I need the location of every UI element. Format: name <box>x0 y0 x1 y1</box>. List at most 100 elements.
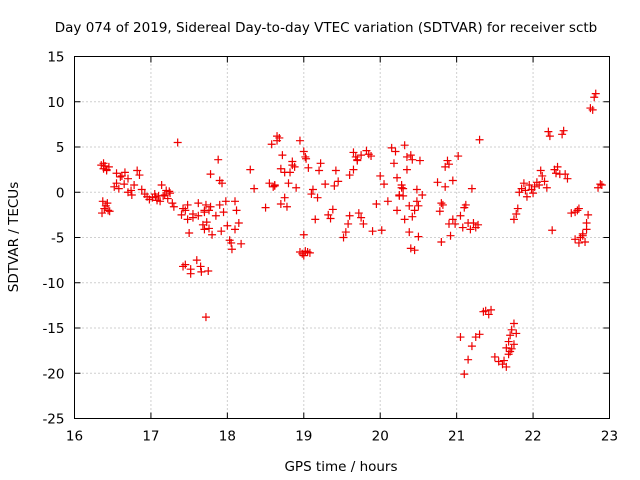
data-point <box>163 194 172 203</box>
data-point <box>567 209 576 218</box>
data-point <box>200 225 209 234</box>
data-point <box>451 219 460 228</box>
data-point <box>98 197 107 206</box>
y-tick-label: 5 <box>56 140 65 156</box>
data-point <box>331 166 340 175</box>
data-point <box>412 185 421 194</box>
data-point <box>596 180 605 189</box>
data-point <box>349 148 358 157</box>
data-point <box>100 204 109 213</box>
data-point <box>445 160 453 169</box>
data-point <box>98 209 107 218</box>
data-point <box>538 171 547 180</box>
data-point <box>273 132 282 141</box>
data-point <box>502 362 511 371</box>
y-tick-label: -5 <box>51 231 64 247</box>
data-point <box>200 208 209 217</box>
data-point <box>276 200 285 209</box>
x-tick-label: 23 <box>601 429 618 445</box>
data-point <box>591 89 600 98</box>
y-tick-label: -10 <box>42 276 64 292</box>
data-point <box>301 152 310 161</box>
data-point <box>133 166 142 175</box>
data-point <box>112 169 121 178</box>
data-point <box>183 200 192 209</box>
data-point <box>219 208 228 217</box>
data-point <box>406 244 415 253</box>
data-point <box>276 164 285 173</box>
data-point <box>395 190 404 199</box>
data-point <box>552 169 560 178</box>
data-point <box>299 230 308 239</box>
data-point <box>504 337 513 346</box>
data-point <box>194 211 203 220</box>
y-tick-label: 0 <box>56 185 65 201</box>
data-point <box>354 209 363 218</box>
data-point <box>535 181 544 190</box>
data-point <box>344 219 353 228</box>
data-point <box>326 214 335 223</box>
x-tick-label: 19 <box>295 429 312 445</box>
chart-title: Day 074 of 2019, Sidereal Day-to-day VTE… <box>55 20 598 36</box>
data-point <box>500 356 509 365</box>
data-point <box>311 215 320 224</box>
data-point <box>192 256 201 265</box>
data-point <box>484 310 493 319</box>
data-point <box>181 260 190 269</box>
data-point <box>265 179 274 188</box>
data-point <box>383 197 392 206</box>
data-point <box>474 220 483 229</box>
data-point <box>559 126 568 135</box>
data-point <box>246 165 255 174</box>
data-point <box>456 333 465 342</box>
y-tick-labels: -25 -20 -15 -10 -5 0 5 10 15 <box>42 50 64 428</box>
data-point <box>581 238 590 247</box>
data-point <box>232 206 241 215</box>
data-point <box>349 165 358 174</box>
y-tick-label: -15 <box>42 321 64 337</box>
data-point <box>509 340 518 349</box>
data-point <box>280 193 289 202</box>
data-points <box>97 89 606 379</box>
data-point <box>525 181 534 190</box>
data-point <box>208 230 217 239</box>
data-point <box>120 168 129 177</box>
data-point <box>282 202 291 211</box>
data-point <box>227 245 236 254</box>
data-point <box>270 181 279 190</box>
data-point <box>359 219 368 228</box>
data-point <box>558 130 567 139</box>
data-point <box>397 183 406 192</box>
data-point <box>102 166 111 175</box>
x-tick-label: 21 <box>448 429 465 445</box>
data-point <box>368 227 377 236</box>
data-point <box>438 200 447 209</box>
data-point <box>221 197 230 206</box>
data-point <box>334 177 343 186</box>
y-tick-label: -20 <box>42 366 64 382</box>
data-point <box>234 219 243 228</box>
data-point <box>393 206 402 215</box>
data-point <box>357 151 366 160</box>
data-point <box>509 215 518 224</box>
data-point <box>168 199 177 208</box>
data-point <box>116 172 125 181</box>
data-point <box>250 184 259 193</box>
data-point <box>519 179 528 188</box>
data-point <box>112 179 121 188</box>
data-point <box>400 141 409 150</box>
data-point <box>469 219 478 228</box>
data-point <box>341 228 350 237</box>
data-point <box>540 177 549 186</box>
data-point <box>448 176 457 185</box>
data-point <box>408 155 417 164</box>
data-point <box>437 199 446 208</box>
data-point <box>400 215 409 224</box>
data-point <box>295 136 304 145</box>
data-point <box>186 269 195 278</box>
data-point <box>441 182 450 191</box>
data-point <box>597 181 606 190</box>
data-point <box>372 200 381 209</box>
data-point <box>308 185 317 194</box>
x-axis-label: GPS time / hours <box>284 459 397 475</box>
